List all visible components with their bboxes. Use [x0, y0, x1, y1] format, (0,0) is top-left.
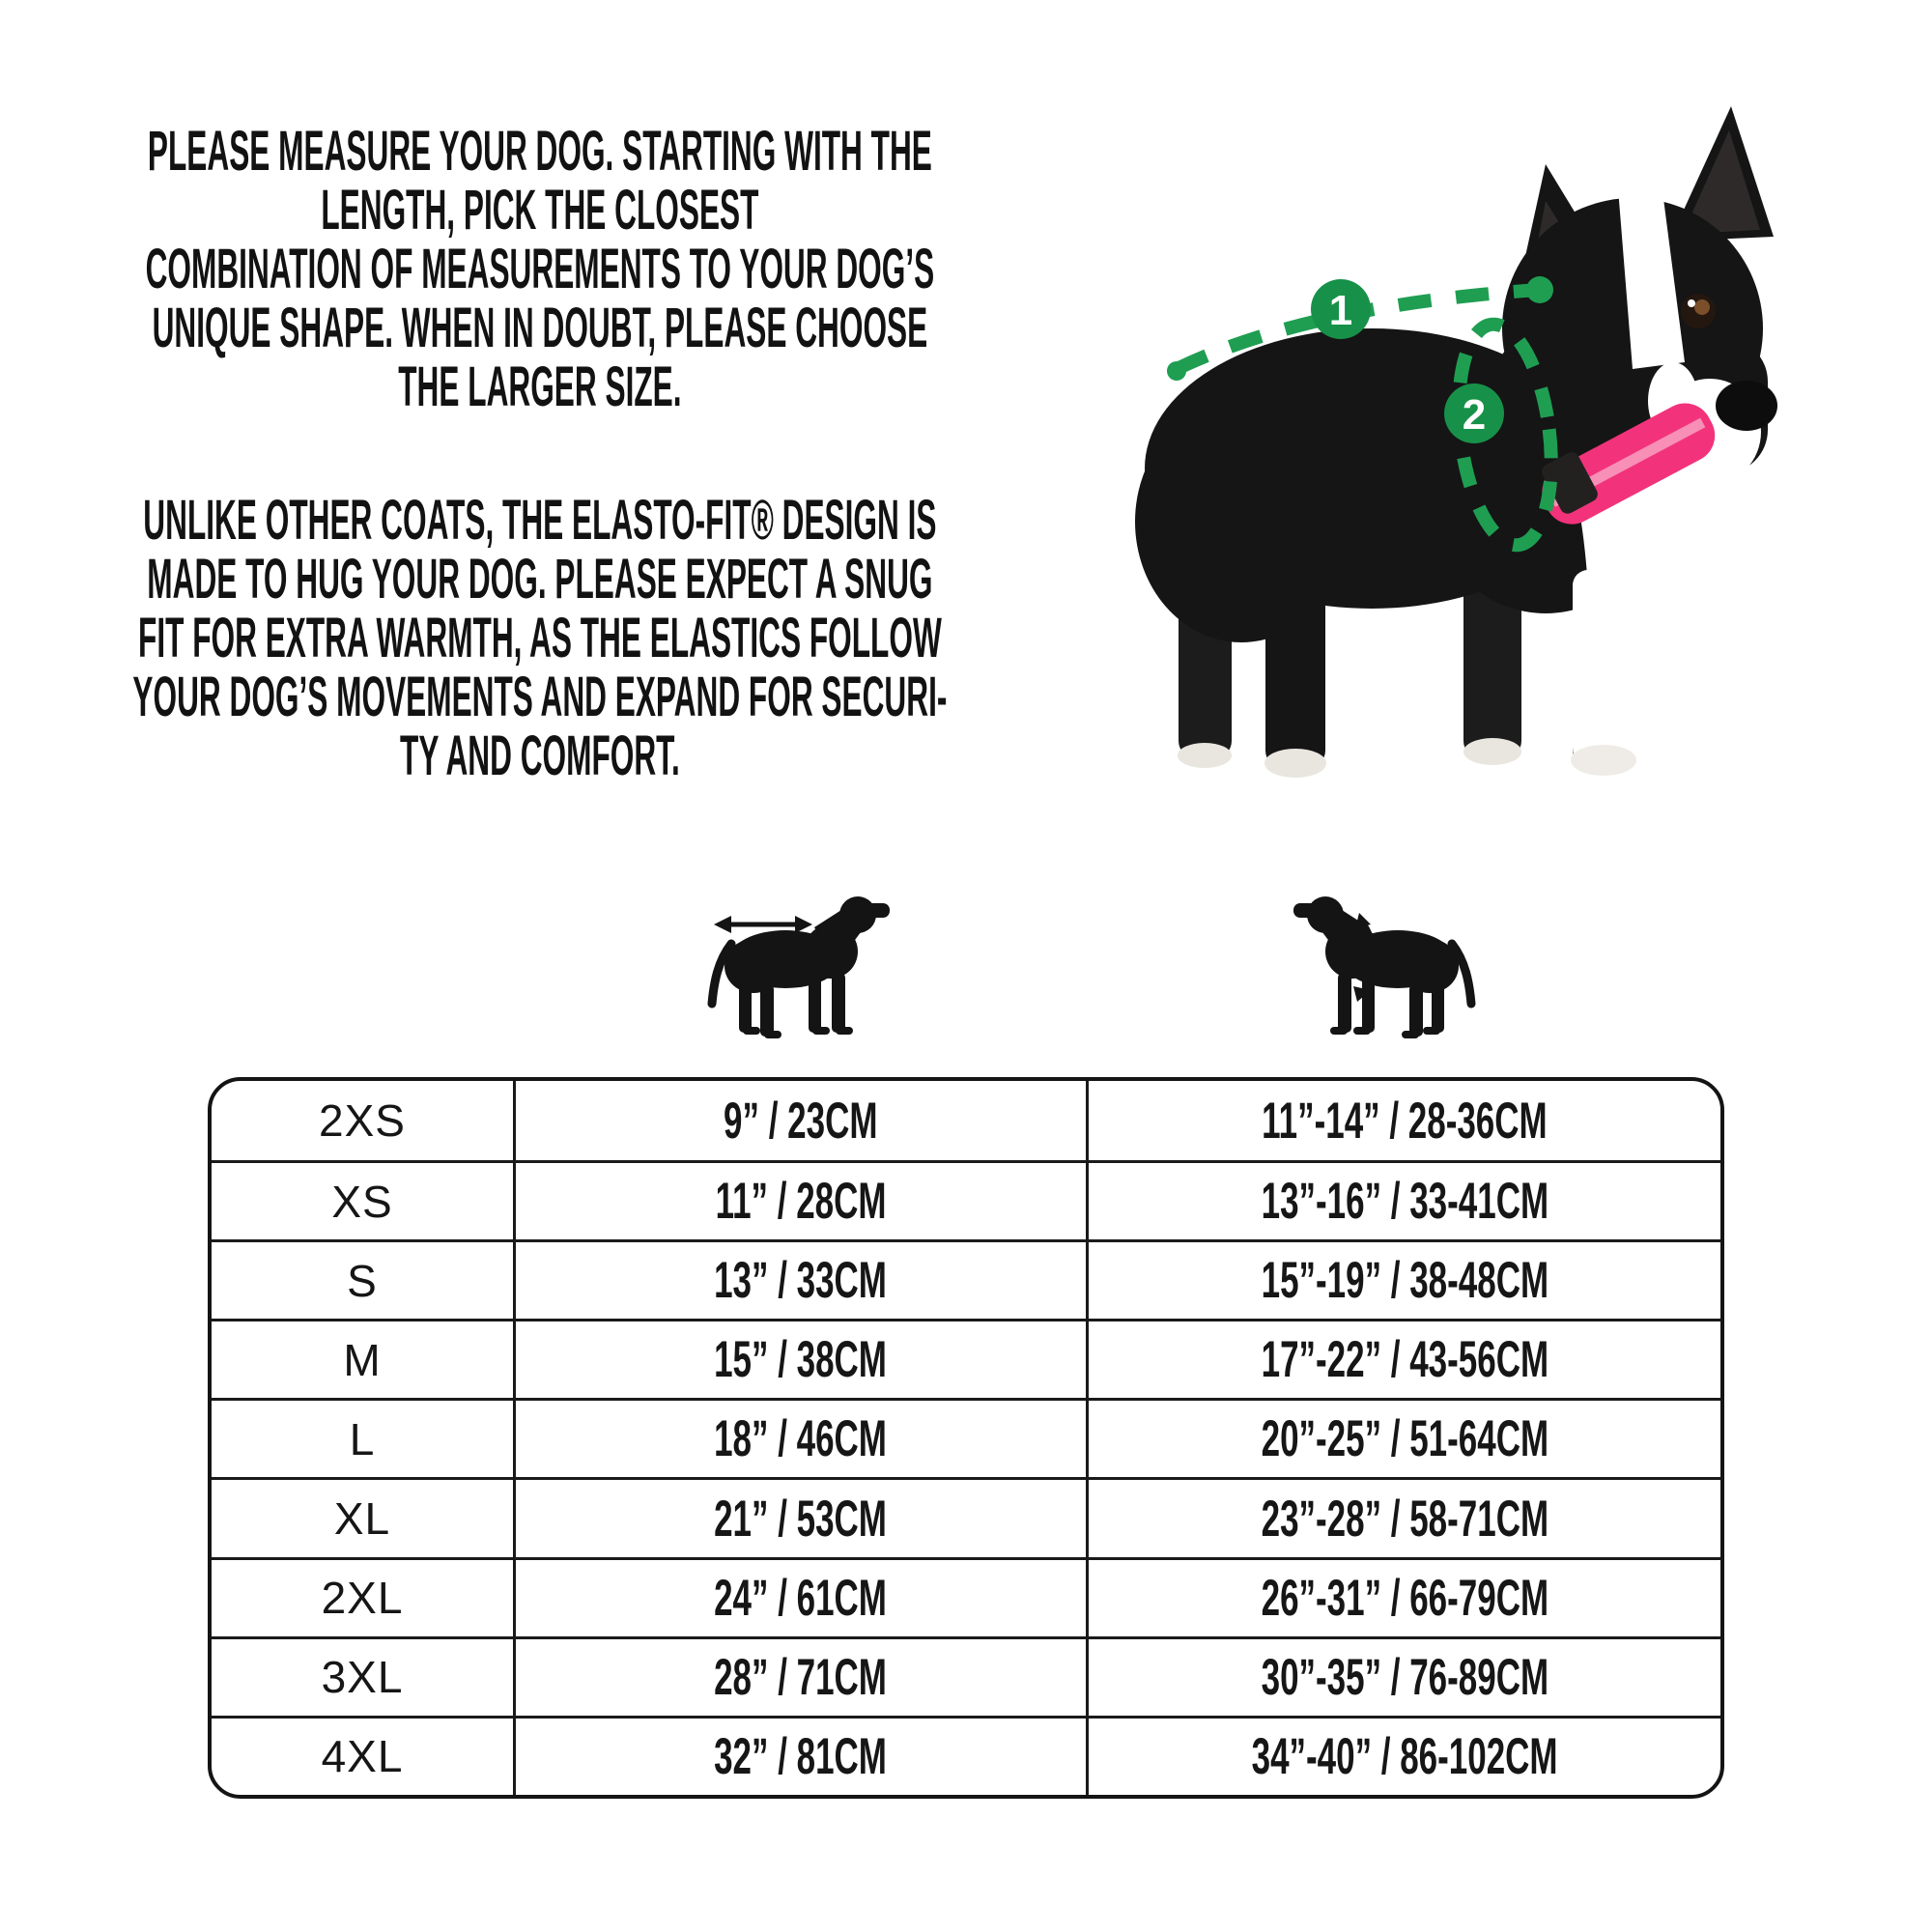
dog-face [1681, 294, 1777, 431]
intro-line: MADE TO HUG YOUR DOG. PLEASE EXPECT A SN… [147, 548, 933, 611]
dog-collar [1542, 403, 1716, 525]
size-label: 3XL [321, 1652, 404, 1703]
size-cell: 2XL [212, 1556, 513, 1636]
length-cell: 18” / 46CM [513, 1398, 1086, 1478]
intro-line: LENGTH, PICK THE CLOSEST [321, 179, 759, 242]
girth-value: 11”-14” / 28-36CM [1262, 1092, 1548, 1150]
size-cell: M [212, 1319, 513, 1398]
size-label: XL [333, 1493, 391, 1545]
chest-girth-dashed-ellipse [1452, 317, 1558, 553]
intro-line: COMBINATION OF MEASUREMENTS TO YOUR DOG’… [145, 238, 935, 300]
girth-arrow-icon [1353, 913, 1377, 1002]
girth-cell: 26”-31” / 66-79CM [1086, 1556, 1720, 1636]
intro-line: PLEASE MEASURE YOUR DOG. STARTING WITH T… [147, 120, 932, 183]
length-value: 21” / 53CM [714, 1490, 888, 1548]
size-label: M [343, 1334, 382, 1385]
length-cell: 28” / 71CM [513, 1635, 1086, 1716]
length-cell: 21” / 53CM [513, 1477, 1086, 1557]
length-value: 18” / 46CM [714, 1410, 888, 1468]
intro-line: FIT FOR EXTRA WARMTH, AS THE ELASTICS FO… [138, 607, 942, 669]
girth-cell: 23”-28” / 58-71CM [1086, 1477, 1720, 1557]
length-value: 28” / 71CM [714, 1648, 888, 1706]
size-cell: XS [212, 1160, 513, 1239]
dog-girth-silhouette [1280, 884, 1483, 1048]
intro-line: UNIQUE SHAPE. WHEN IN DOUBT, PLEASE CHOO… [152, 297, 928, 359]
length-cell: 24” / 61CM [513, 1556, 1086, 1636]
length-value: 11” / 28CM [715, 1173, 887, 1231]
dog-silhouette [707, 896, 890, 1038]
dog-girth-silhouette-svg [1293, 896, 1476, 1038]
length-cell: 9” / 23CM [513, 1081, 1086, 1161]
girth-value: 34”-40” / 86-102CM [1251, 1727, 1558, 1785]
girth-cell: 11”-14” / 28-36CM [1086, 1081, 1720, 1161]
size-label: 2XS [319, 1095, 406, 1147]
size-cell: L [212, 1398, 513, 1477]
size-cell: 2XS [212, 1081, 513, 1160]
size-label: L [349, 1413, 376, 1464]
girth-value: 13”-16” / 33-41CM [1261, 1173, 1548, 1231]
length-cell: 32” / 81CM [513, 1715, 1086, 1795]
length-value: 13” / 33CM [714, 1252, 888, 1310]
girth-value: 20”-25” / 51-64CM [1261, 1410, 1548, 1468]
size-cell: S [212, 1239, 513, 1319]
measure-point-1-badge: 1 [1311, 279, 1371, 339]
intro-text-block-2: UNLIKE OTHER COATS, THE ELASTO-FIT® DESI… [108, 491, 972, 785]
girth-cell: 20”-25” / 51-64CM [1086, 1398, 1720, 1478]
intro-line: TY AND COMFORT. [400, 724, 680, 787]
dog-photo-measure-diagram: 1 2 [1092, 87, 1826, 792]
size-label: S [347, 1255, 378, 1306]
girth-cell: 17”-22” / 43-56CM [1086, 1319, 1720, 1399]
size-table: 2XS 9” / 23CM 11”-14” / 28-36CM XS 11” /… [208, 1077, 1724, 1799]
intro-line: THE LARGER SIZE. [398, 355, 682, 418]
length-value: 24” / 61CM [714, 1569, 888, 1627]
intro-text-block-1: PLEASE MEASURE YOUR DOG. STARTING WITH T… [108, 122, 972, 416]
size-label: 4XL [321, 1731, 404, 1782]
measure-point-2-badge: 2 [1444, 384, 1504, 443]
size-label: 2XL [321, 1573, 404, 1624]
length-cell: 15” / 38CM [513, 1319, 1086, 1399]
dog-length-silhouette-svg [707, 896, 890, 1038]
measure-point-2-label: 2 [1463, 391, 1486, 439]
size-cell: 3XL [212, 1635, 513, 1716]
dog-silhouette [1293, 896, 1476, 1038]
girth-value: 26”-31” / 66-79CM [1261, 1569, 1548, 1627]
boston-terrier-illustration: 1 2 [1135, 106, 1777, 778]
length-value: 15” / 38CM [714, 1331, 888, 1389]
girth-value: 23”-28” / 58-71CM [1261, 1490, 1548, 1548]
size-cell: XL [212, 1477, 513, 1556]
girth-value: 30”-35” / 76-89CM [1261, 1648, 1548, 1706]
intro-line: UNLIKE OTHER COATS, THE ELASTO-FIT® DESI… [143, 489, 937, 552]
girth-cell: 34”-40” / 86-102CM [1086, 1715, 1720, 1795]
length-cell: 13” / 33CM [513, 1239, 1086, 1320]
girth-value: 17”-22” / 43-56CM [1261, 1331, 1548, 1389]
girth-value: 15”-19” / 38-48CM [1261, 1252, 1548, 1310]
length-arrow-icon [714, 916, 812, 933]
dog-length-silhouette [700, 884, 903, 1048]
girth-cell: 13”-16” / 33-41CM [1086, 1160, 1720, 1240]
length-value: 32” / 81CM [714, 1727, 888, 1785]
girth-cell: 30”-35” / 76-89CM [1086, 1635, 1720, 1716]
size-cell: 4XL [212, 1715, 513, 1795]
length-value: 9” / 23CM [724, 1092, 878, 1150]
size-label: XS [331, 1176, 393, 1227]
measure-point-1-label: 1 [1329, 287, 1352, 334]
length-cell: 11” / 28CM [513, 1160, 1086, 1240]
girth-cell: 15”-19” / 38-48CM [1086, 1239, 1720, 1320]
intro-line: YOUR DOG’S MOVEMENTS AND EXPAND FOR SECU… [132, 666, 948, 728]
